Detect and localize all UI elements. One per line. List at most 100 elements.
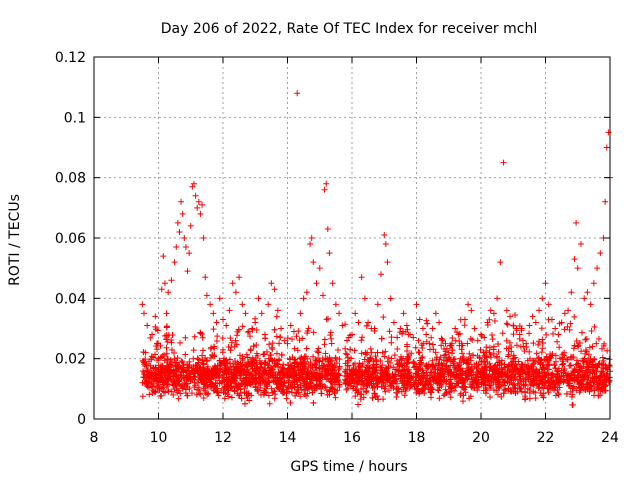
x-tick-label: 22 xyxy=(537,430,555,446)
roti-point xyxy=(539,364,546,371)
roti-point xyxy=(147,362,154,369)
roti-point xyxy=(540,365,547,372)
roti-point xyxy=(164,356,171,363)
roti-point xyxy=(385,365,392,372)
roti-point xyxy=(273,333,280,340)
roti-point xyxy=(139,393,146,400)
roti-point xyxy=(197,210,204,217)
roti-point xyxy=(603,144,610,151)
roti-point xyxy=(483,364,490,371)
roti-point xyxy=(510,331,517,338)
roti-point xyxy=(377,364,384,371)
roti-point xyxy=(567,362,574,369)
roti-point xyxy=(404,375,411,382)
roti-point xyxy=(504,379,511,386)
roti-point xyxy=(319,292,326,299)
roti-point xyxy=(571,342,578,349)
roti-point xyxy=(325,358,332,365)
roti-point xyxy=(294,361,301,368)
roti-point xyxy=(249,365,256,372)
roti-point xyxy=(154,327,161,334)
roti-point xyxy=(440,373,447,380)
roti-point xyxy=(388,339,395,346)
roti-point xyxy=(419,344,426,351)
roti-point xyxy=(589,374,596,381)
roti-point xyxy=(287,356,294,363)
roti-point xyxy=(366,358,373,365)
roti-point xyxy=(179,210,186,217)
roti-point xyxy=(244,363,251,370)
roti-point xyxy=(451,387,458,394)
roti-point xyxy=(399,379,406,386)
roti-point xyxy=(434,366,441,373)
roti-point xyxy=(243,390,250,397)
roti-point xyxy=(400,328,407,335)
roti-point xyxy=(384,259,391,266)
roti-point xyxy=(484,319,491,326)
roti-point xyxy=(183,381,190,388)
roti-point xyxy=(178,374,185,381)
roti-point xyxy=(352,393,359,400)
roti-point xyxy=(582,347,589,354)
roti-point xyxy=(188,390,195,397)
roti-point xyxy=(187,378,194,385)
roti-point xyxy=(244,329,251,336)
roti-point xyxy=(200,235,207,241)
roti-point xyxy=(197,391,204,398)
roti-point xyxy=(500,390,507,397)
roti-point xyxy=(212,363,219,370)
roti-point xyxy=(382,388,389,395)
roti-point xyxy=(577,379,584,386)
roti-point xyxy=(372,353,379,360)
roti-point xyxy=(464,340,471,347)
roti-point xyxy=(186,250,193,257)
roti-point xyxy=(415,337,422,344)
roti-point xyxy=(483,354,490,361)
roti-point xyxy=(415,377,422,384)
roti-point xyxy=(572,367,579,374)
roti-point xyxy=(428,334,435,341)
roti-point xyxy=(300,386,307,393)
roti-point xyxy=(354,381,361,388)
roti-point xyxy=(156,385,163,392)
roti-point xyxy=(543,331,550,338)
roti-point xyxy=(297,393,304,400)
roti-point xyxy=(382,373,389,380)
roti-point xyxy=(503,307,510,314)
x-tick-label: 16 xyxy=(343,430,361,446)
roti-point xyxy=(317,380,324,387)
roti-point xyxy=(525,365,532,372)
roti-point xyxy=(515,380,522,387)
roti-point xyxy=(275,385,282,392)
roti-point xyxy=(310,399,317,406)
roti-point xyxy=(569,401,576,408)
x-tick-label: 24 xyxy=(601,430,619,446)
roti-point xyxy=(213,338,220,345)
roti-point xyxy=(371,390,378,397)
roti-point xyxy=(548,316,555,323)
roti-point xyxy=(355,319,362,326)
roti-point xyxy=(216,367,223,374)
roti-point xyxy=(550,330,557,337)
roti-point xyxy=(284,340,291,347)
roti-point xyxy=(442,368,449,375)
roti-point xyxy=(315,375,322,382)
roti-point xyxy=(417,357,424,364)
roti-point xyxy=(216,380,223,387)
roti-point xyxy=(172,359,179,366)
roti-point xyxy=(200,395,207,402)
roti-point xyxy=(526,390,533,397)
roti-point xyxy=(359,334,366,341)
roti-point xyxy=(505,372,512,379)
roti-point xyxy=(253,368,260,375)
roti-point xyxy=(588,327,595,334)
roti-point xyxy=(322,350,329,357)
roti-point xyxy=(507,313,514,320)
roti-point xyxy=(303,392,310,399)
roti-point xyxy=(538,349,545,356)
roti-point xyxy=(249,325,256,332)
roti-point xyxy=(307,241,314,248)
roti-point xyxy=(458,346,465,353)
roti-point xyxy=(309,377,316,384)
roti-point xyxy=(362,389,369,396)
